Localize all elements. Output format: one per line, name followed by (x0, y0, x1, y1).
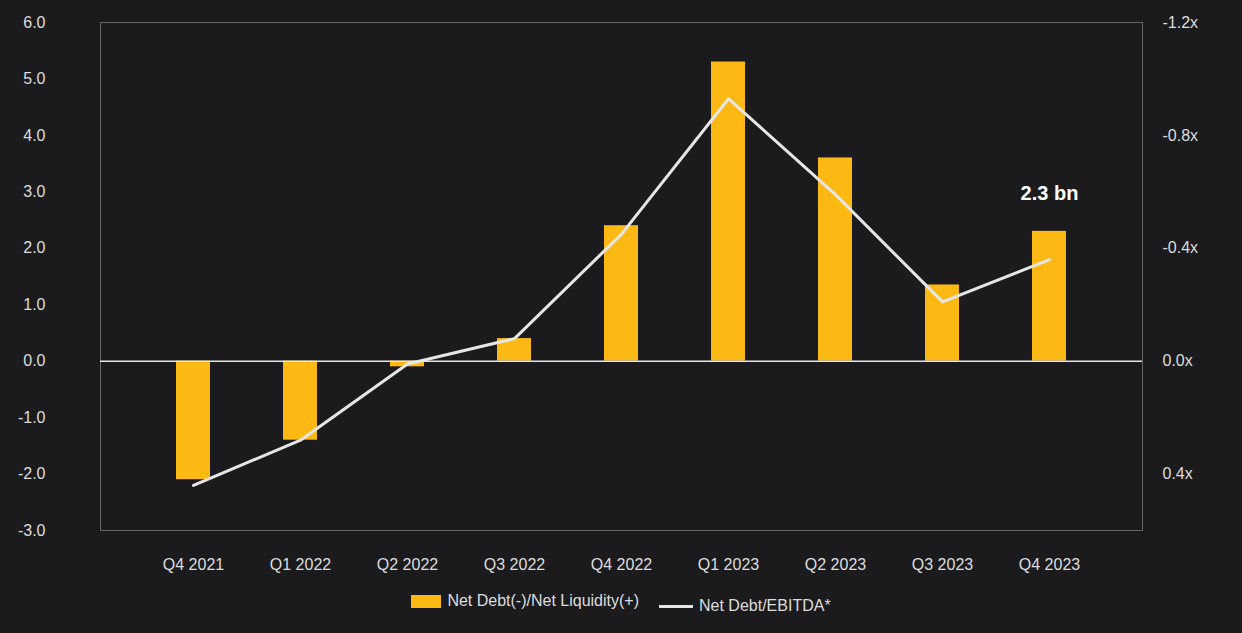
svg-text:Q4 2023: Q4 2023 (1019, 556, 1080, 573)
svg-text:Q2 2022: Q2 2022 (377, 556, 438, 573)
svg-text:Q1 2022: Q1 2022 (270, 556, 331, 573)
svg-text:-0.4x: -0.4x (1163, 239, 1199, 256)
svg-text:Q4 2021: Q4 2021 (163, 556, 224, 573)
html-text:Net Debt/EBITDA*: Net Debt/EBITDA* (699, 597, 831, 614)
svg-text:Q4 2022: Q4 2022 (591, 556, 652, 573)
svg-text:2.0: 2.0 (23, 239, 45, 256)
svg-text:Q3 2022: Q3 2022 (484, 556, 545, 573)
svg-text:-1.2x: -1.2x (1163, 14, 1199, 31)
svg-text:5.0: 5.0 (23, 70, 45, 87)
svg-text:Q1 2023: Q1 2023 (698, 556, 759, 573)
html-text:Net Debt(-)/Net Liquidity(+): Net Debt(-)/Net Liquidity(+) (447, 592, 639, 609)
svg-text:-2.0: -2.0 (18, 465, 46, 482)
svg-text:2.3 bn: 2.3 bn (1021, 182, 1079, 204)
svg-text:-1.0: -1.0 (18, 409, 46, 426)
svg-text:3.0: 3.0 (23, 183, 45, 200)
svg-text:0.0: 0.0 (23, 352, 45, 369)
svg-text:-3.0: -3.0 (18, 522, 46, 539)
svg-text:Q3 2023: Q3 2023 (912, 556, 973, 573)
svg-text:0.0x: 0.0x (1163, 352, 1193, 369)
svg-text:6.0: 6.0 (23, 14, 45, 31)
svg-text:Q2 2023: Q2 2023 (805, 556, 866, 573)
svg-text:4.0: 4.0 (23, 127, 45, 144)
svg-text:-0.8x: -0.8x (1163, 127, 1199, 144)
svg-text:0.4x: 0.4x (1163, 465, 1193, 482)
svg-text:1.0: 1.0 (23, 296, 45, 313)
